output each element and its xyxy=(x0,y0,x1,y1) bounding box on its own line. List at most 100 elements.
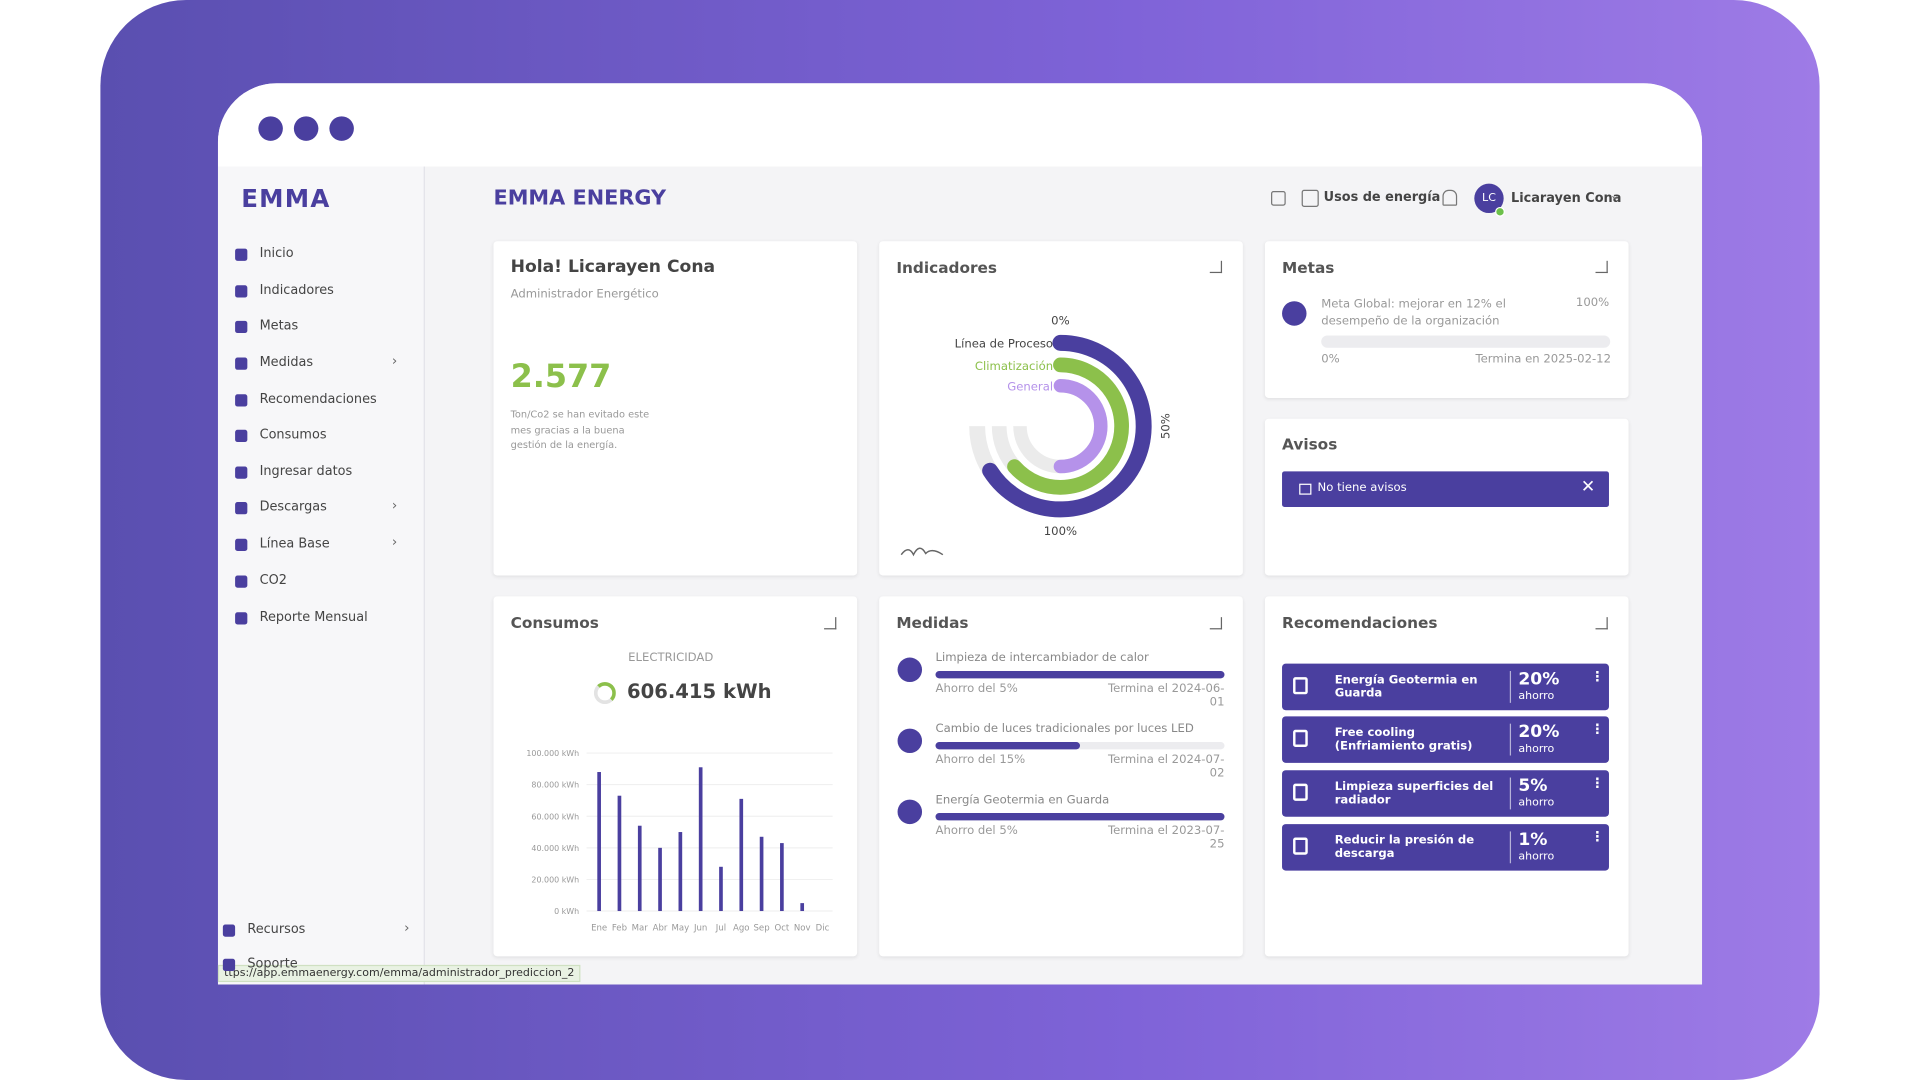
rec-label: Energía Geotermia en Guarda xyxy=(1334,673,1478,701)
nav-label[interactable]: CO2 xyxy=(259,573,287,588)
nav-chevron[interactable]: › xyxy=(391,533,398,550)
expand-button[interactable] xyxy=(1595,617,1608,630)
nav-label[interactable]: Inicio xyxy=(259,246,294,261)
rec-divider xyxy=(1509,723,1512,756)
window-dot[interactable] xyxy=(258,116,283,141)
nav-chevron[interactable]: › xyxy=(391,497,398,514)
goal-icon xyxy=(1282,301,1307,326)
indicators-card xyxy=(879,241,1243,576)
expand-button[interactable] xyxy=(1209,617,1223,630)
radial-chart: Línea de Proceso Climatización General 0% 50… xyxy=(900,313,1172,557)
x-tick-label: Ago xyxy=(733,924,750,934)
recommendation[interactable] xyxy=(1282,770,1609,817)
ring-arc xyxy=(1007,357,1129,495)
nav-icon[interactable] xyxy=(235,538,248,552)
rec-icon xyxy=(1293,729,1308,747)
y-tick-label: 100.000 kWh xyxy=(526,749,579,758)
ring-label: General xyxy=(1007,380,1053,394)
logo[interactable]: EMMA xyxy=(241,183,331,214)
rec-divider xyxy=(1509,777,1512,810)
recommendation[interactable] xyxy=(1282,824,1609,871)
rec-menu[interactable]: ⋮ xyxy=(1590,828,1605,845)
nav-label[interactable]: Línea Base xyxy=(259,536,330,552)
nav-icon[interactable] xyxy=(235,612,248,625)
nav-label[interactable]: Consumos xyxy=(259,427,327,443)
notice-banner xyxy=(1282,471,1609,507)
y-tick-label: 60.000 kWh xyxy=(531,812,579,821)
nav-icon[interactable] xyxy=(235,357,248,370)
docs-icon[interactable] xyxy=(1271,191,1286,206)
bar-chart: 0 kWh 20.000 kWh 40.000 kWh 60.000 kWh 80.00… xyxy=(526,749,833,934)
expand-button[interactable] xyxy=(1595,260,1608,274)
nav-icon[interactable] xyxy=(235,285,248,298)
notice-close[interactable]: ✕ xyxy=(1580,477,1596,498)
card-title: Indicadores xyxy=(896,258,998,277)
rec-menu[interactable]: ⋮ xyxy=(1590,721,1605,738)
window-bar xyxy=(217,83,1703,167)
nav-label[interactable]: Soporte xyxy=(247,956,298,972)
x-tick-label: Dic xyxy=(816,924,830,934)
expand-button[interactable] xyxy=(824,617,837,630)
rec-menu[interactable]: ⋮ xyxy=(1590,668,1605,685)
co2-value: 2.577 xyxy=(510,358,612,396)
recommendation[interactable] xyxy=(1282,663,1609,711)
nav-label[interactable]: Metas xyxy=(259,318,299,334)
expand-button[interactable] xyxy=(1209,260,1223,274)
user-name[interactable]: Licarayen Cona xyxy=(1511,191,1622,206)
measure-saving: Ahorro del 5% xyxy=(935,682,1018,696)
measure-bar xyxy=(935,742,1081,750)
nav-icon[interactable] xyxy=(222,924,236,937)
energy-uses[interactable]: Usos de energía xyxy=(1323,189,1441,205)
measure-label: Energía Geotermia en Guarda xyxy=(935,793,1110,807)
rec-unit: ahorro xyxy=(1518,743,1555,756)
user-chevron[interactable]: › xyxy=(1607,195,1624,201)
rec-icon xyxy=(1293,783,1308,801)
rec-menu[interactable]: ⋮ xyxy=(1590,775,1605,792)
bell-icon[interactable] xyxy=(1442,189,1458,206)
nav-chevron[interactable]: › xyxy=(404,919,410,936)
x-tick-label: Feb xyxy=(612,924,627,934)
x-tick-label: Abr xyxy=(653,924,668,934)
nav-icon[interactable] xyxy=(235,429,248,443)
nav-label[interactable]: Ingresar datos xyxy=(259,464,353,479)
nav-icon[interactable] xyxy=(235,575,248,588)
measure-bar xyxy=(935,813,1225,821)
bar xyxy=(597,772,601,912)
nav-chevron[interactable]: › xyxy=(391,352,398,369)
window-dot[interactable] xyxy=(293,116,319,141)
nav-icon[interactable] xyxy=(235,394,248,407)
bar xyxy=(739,798,744,912)
sidebar xyxy=(217,166,425,985)
nav-label[interactable]: Reporte Mensual xyxy=(259,609,368,625)
rec-saving: 5% xyxy=(1518,776,1548,796)
nav-icon[interactable] xyxy=(235,466,248,479)
goal-progress-label: 0% xyxy=(1321,352,1340,367)
energy-icon[interactable] xyxy=(1301,189,1319,207)
co2-description: Ton/Co2 se han evitado este mes gracias … xyxy=(510,408,650,451)
card-title: Recomendaciones xyxy=(1282,613,1438,632)
nav-label[interactable]: Medidas xyxy=(259,355,314,370)
measure-icon xyxy=(897,799,923,825)
nav-icon[interactable] xyxy=(235,248,248,261)
nav-label[interactable]: Descargas xyxy=(259,499,327,515)
measure-saving: Ahorro del 5% xyxy=(935,824,1018,838)
welcome-role: Administrador Energético xyxy=(510,287,659,302)
ring-tick-label: 50% xyxy=(1158,413,1172,439)
rec-unit: ahorro xyxy=(1518,851,1555,864)
nav-label[interactable]: Recursos xyxy=(247,922,306,937)
ring-tick-label: 100% xyxy=(1044,524,1077,538)
window-dot[interactable] xyxy=(329,116,354,141)
card-title: Metas xyxy=(1282,258,1335,277)
rec-saving: 20% xyxy=(1518,669,1560,690)
recommendation[interactable] xyxy=(1282,716,1609,763)
nav-label[interactable]: Indicadores xyxy=(259,282,334,298)
nav-label[interactable]: Recomendaciones xyxy=(259,391,377,407)
measure-saving: Ahorro del 15% xyxy=(935,753,1026,767)
goal-end: Termina en 2025-02-12 xyxy=(1475,352,1611,367)
nav-icon[interactable] xyxy=(235,502,248,515)
bar xyxy=(719,866,723,912)
nav-icon[interactable] xyxy=(222,958,236,972)
nav-icon[interactable] xyxy=(235,320,248,334)
